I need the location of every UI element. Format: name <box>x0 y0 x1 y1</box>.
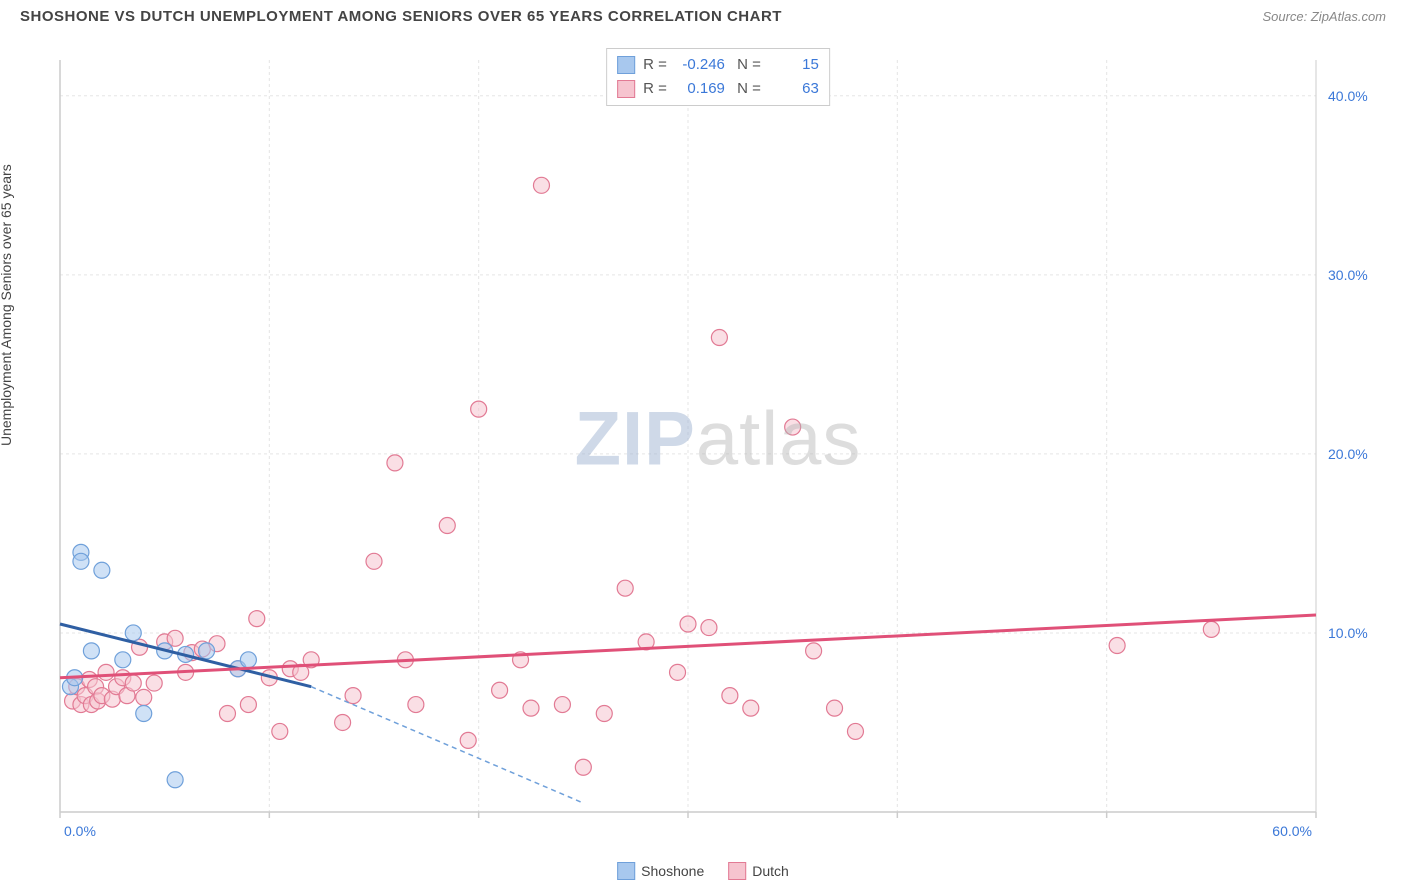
legend-swatch-shoshone <box>617 862 635 880</box>
n-value-dutch: 63 <box>769 77 819 101</box>
bottom-legend: Shoshone Dutch <box>617 862 789 880</box>
svg-text:40.0%: 40.0% <box>1328 88 1368 104</box>
y-axis-label: Unemployment Among Seniors over 65 years <box>0 164 14 446</box>
chart-header: SHOSHONE VS DUTCH UNEMPLOYMENT AMONG SEN… <box>0 0 1406 29</box>
svg-text:60.0%: 60.0% <box>1272 823 1312 839</box>
legend-label-shoshone: Shoshone <box>641 863 704 879</box>
stats-row-dutch: R = 0.169 N = 63 <box>617 77 819 101</box>
svg-text:30.0%: 30.0% <box>1328 267 1368 283</box>
swatch-shoshone <box>617 56 635 74</box>
legend-item-dutch: Dutch <box>728 862 789 880</box>
legend-label-dutch: Dutch <box>752 863 789 879</box>
svg-text:10.0%: 10.0% <box>1328 625 1368 641</box>
chart-container: ZIPatlas R = -0.246 N = 15 R = 0.169 N =… <box>50 40 1386 852</box>
svg-text:0.0%: 0.0% <box>64 823 96 839</box>
r-value-shoshone: -0.246 <box>675 53 725 77</box>
stats-row-shoshone: R = -0.246 N = 15 <box>617 53 819 77</box>
correlation-stats-box: R = -0.246 N = 15 R = 0.169 N = 63 <box>606 48 830 106</box>
swatch-dutch <box>617 80 635 98</box>
svg-text:20.0%: 20.0% <box>1328 446 1368 462</box>
legend-item-shoshone: Shoshone <box>617 862 704 880</box>
n-value-shoshone: 15 <box>769 53 819 77</box>
legend-swatch-dutch <box>728 862 746 880</box>
r-value-dutch: 0.169 <box>675 77 725 101</box>
chart-title: SHOSHONE VS DUTCH UNEMPLOYMENT AMONG SEN… <box>20 8 782 25</box>
scatter-chart: 10.0% 20.0% 30.0% 40.0% 0.0% 60.0% <box>50 40 1386 852</box>
source-attribution: Source: ZipAtlas.com <box>1262 9 1386 24</box>
